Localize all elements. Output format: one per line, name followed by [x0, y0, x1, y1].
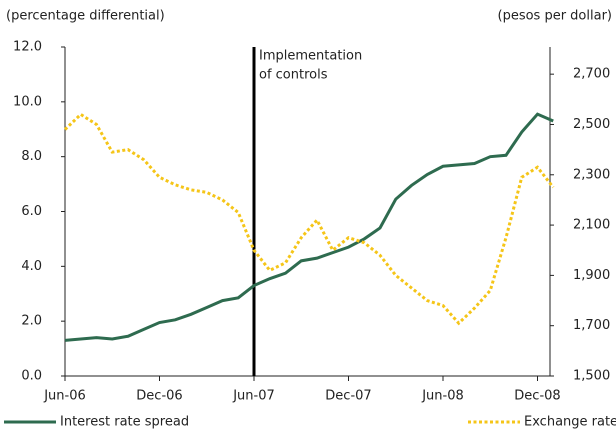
x-tick-label: Dec-06	[136, 389, 182, 404]
series-line	[63, 112, 555, 326]
legend-label: Interest rate spread	[60, 415, 189, 430]
y-tick-label: 6.0	[21, 204, 42, 219]
y2-tick-label: 1,700	[573, 318, 610, 333]
y2-tick-label: 1,500	[573, 369, 610, 384]
y-axis-label: (percentage differential)	[6, 9, 165, 24]
y2-tick-label: 2,700	[573, 67, 610, 82]
series-line	[64, 112, 554, 342]
annotation-text: of controls	[259, 68, 328, 83]
y2-axis-label: (pesos per dollar)	[498, 9, 613, 24]
y-tick-label: 2.0	[21, 314, 42, 329]
y-tick-label: 10.0	[13, 94, 42, 109]
legend-label: Exchange rate	[524, 415, 616, 430]
y-tick-label: 0.0	[21, 369, 42, 384]
x-tick-label: Dec-07	[325, 389, 371, 404]
x-tick-label: Jun-06	[43, 389, 86, 404]
y2-tick-label: 2,100	[573, 218, 610, 233]
annotation-text: Implementation	[259, 49, 362, 64]
y2-tick-label: 1,900	[573, 268, 610, 283]
x-tick-label: Dec-08	[514, 389, 560, 404]
y-tick-label: 8.0	[21, 149, 42, 164]
y2-tick-label: 2,300	[573, 167, 610, 182]
x-tick-label: Jun-07	[232, 389, 275, 404]
y-tick-label: 12.0	[13, 40, 42, 55]
x-tick-label: Jun-08	[421, 389, 464, 404]
y-tick-label: 4.0	[21, 259, 42, 274]
y2-tick-label: 2,500	[573, 117, 610, 132]
